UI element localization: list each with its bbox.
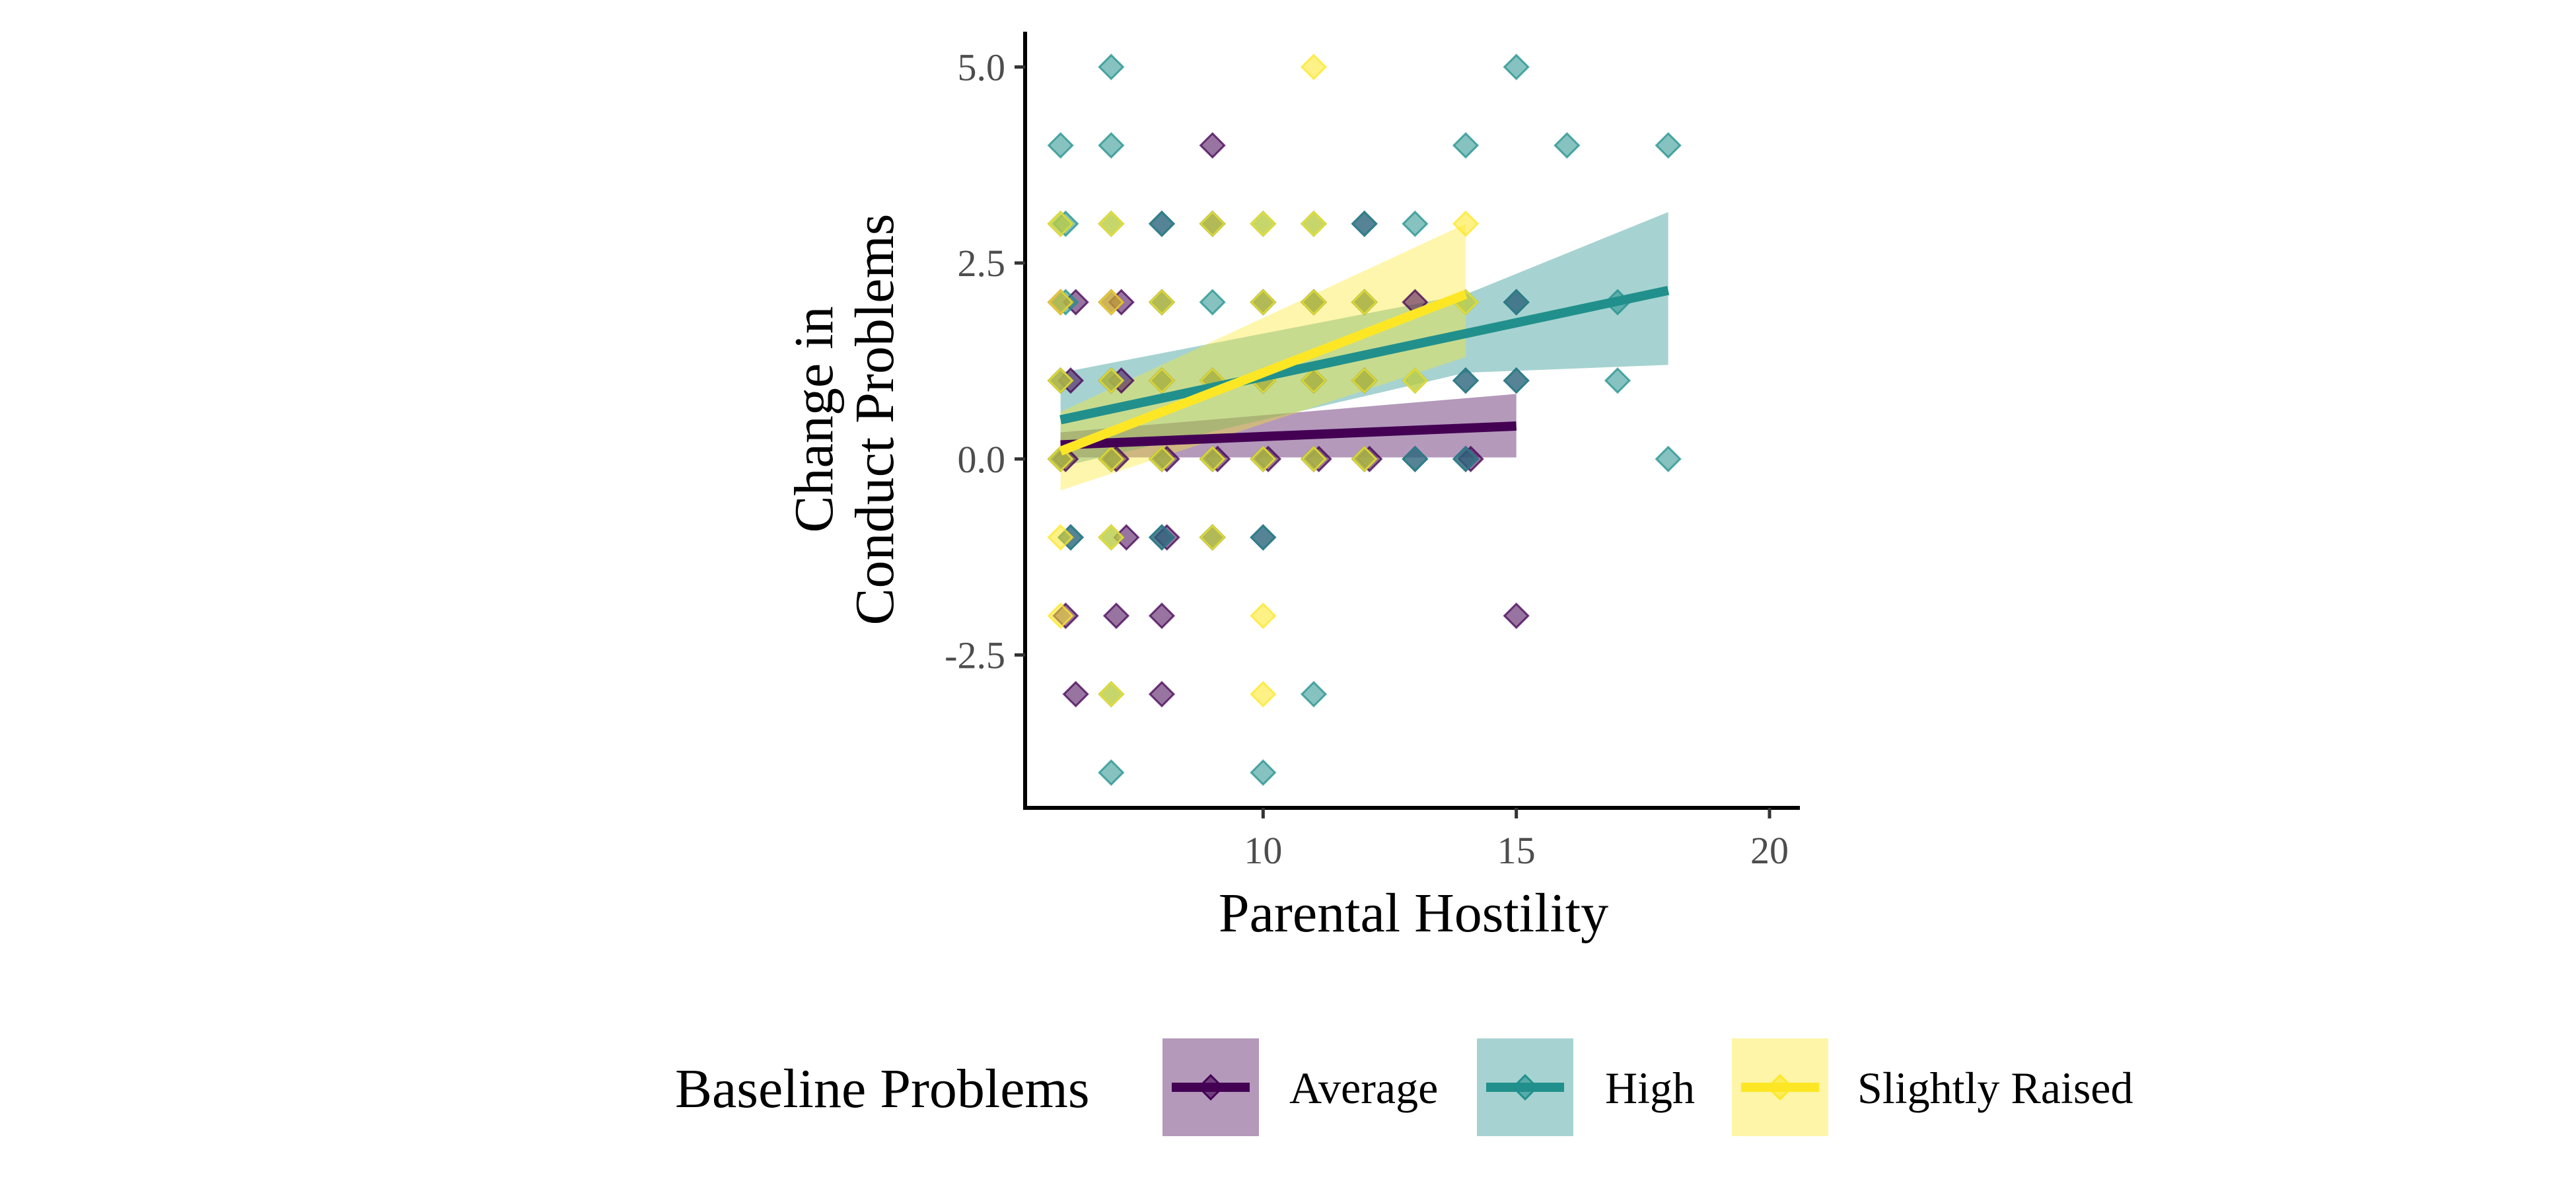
point-slightly-raised-4 [1047, 289, 1074, 316]
point-high-40 [1402, 210, 1429, 237]
y-tick-label-3: 5.0 [958, 46, 1006, 89]
point-slightly-raised-5 [1047, 210, 1074, 237]
point-slightly-raised-21 [1250, 289, 1277, 316]
point-high-54 [1655, 445, 1682, 472]
point-slightly-raised-33 [1402, 367, 1429, 394]
fit-line-slightly-raised [1059, 290, 1468, 456]
point-slightly-raised-11 [1098, 680, 1125, 708]
y-tick-label-2: 2.5 [958, 242, 1006, 285]
legend-item-high: High [1477, 1038, 1695, 1136]
point-high-53 [1655, 131, 1682, 159]
point-high-21 [1199, 289, 1226, 316]
x-tick-label-2: 20 [1750, 829, 1789, 872]
legend: Baseline Problems Average High Slightly Ra… [675, 1038, 2133, 1136]
point-slightly-raised-15 [1199, 445, 1226, 472]
point-average-15 [1102, 602, 1130, 630]
point-slightly-raised-13 [1148, 445, 1176, 472]
point-high-29 [1250, 759, 1277, 786]
point-slightly-raised-8 [1098, 367, 1125, 394]
point-high-18 [1148, 210, 1176, 237]
point-average-53 [1503, 602, 1530, 630]
point-average-25 [1148, 680, 1176, 708]
point-high-8 [1098, 131, 1125, 159]
point-slightly-raised-31 [1351, 367, 1378, 394]
legend-title: Baseline Problems [675, 1058, 1090, 1120]
point-slightly-raised-18 [1199, 210, 1226, 237]
point-high-41 [1402, 445, 1429, 472]
point-high-50 [1554, 131, 1581, 159]
point-high-47 [1503, 54, 1530, 81]
fit-line-average [1060, 421, 1517, 450]
point-average-8 [1062, 680, 1089, 708]
x-axis-title: Parental Hostility [1219, 883, 1608, 944]
point-slightly-raised-17 [1199, 524, 1226, 551]
legend-item-average: Average [1163, 1038, 1438, 1136]
y-axis-title: Change in Conduct Problems [783, 214, 906, 626]
y-axis-title-line-2: Conduct Problems [844, 214, 906, 626]
point-slightly-raised-30 [1351, 289, 1378, 316]
legend-label-average: Average [1289, 1063, 1438, 1113]
point-slightly-raised-19 [1250, 445, 1277, 472]
data-points [1047, 54, 1682, 786]
point-slightly-raised-1 [1047, 602, 1074, 630]
point-average-30 [1199, 131, 1226, 159]
point-high-36 [1351, 210, 1378, 237]
y-tick-label-0: -2.5 [945, 634, 1005, 677]
point-high-19 [1148, 524, 1176, 551]
legend-marker-high [1511, 1073, 1539, 1101]
x-tick-label-0: 10 [1244, 829, 1282, 872]
point-high-14 [1098, 759, 1125, 786]
point-slightly-raised-23 [1250, 602, 1277, 630]
point-slightly-raised-34 [1452, 210, 1480, 237]
point-slightly-raised-10 [1098, 524, 1125, 551]
point-slightly-raised-6 [1098, 210, 1125, 237]
point-high-43 [1452, 131, 1480, 159]
point-slightly-raised-12 [1148, 367, 1176, 394]
legend-label-slightly-raised: Slightly Raised [1857, 1063, 2133, 1113]
point-slightly-raised-24 [1250, 680, 1277, 708]
point-slightly-raised-25 [1300, 54, 1328, 81]
point-slightly-raised-28 [1300, 367, 1328, 394]
point-high-28 [1250, 524, 1277, 551]
y-tick-label-1: 0.0 [958, 438, 1006, 481]
point-slightly-raised-26 [1300, 210, 1328, 237]
point-slightly-raised-9 [1098, 289, 1125, 316]
point-high-49 [1503, 367, 1530, 394]
x-tick-label-1: 15 [1497, 829, 1536, 872]
point-high-34 [1300, 680, 1328, 708]
legend-label-high: High [1605, 1063, 1695, 1113]
point-slightly-raised-3 [1047, 367, 1074, 394]
point-slightly-raised-7 [1098, 445, 1125, 472]
point-slightly-raised-14 [1148, 289, 1176, 316]
y-axis-ticks: -2.5 0.0 2.5 5.0 [945, 46, 1025, 677]
y-axis-title-line-1: Change in [783, 306, 845, 533]
point-high-4 [1047, 131, 1074, 159]
legend-marker-slightly-raised [1766, 1073, 1794, 1101]
point-slightly-raised-29 [1300, 445, 1328, 472]
point-high-7 [1098, 54, 1125, 81]
x-axis-ticks: 10 15 20 [1244, 808, 1789, 872]
band-high [1060, 211, 1668, 467]
legend-item-slightly-raised: Slightly Raised [1732, 1038, 2133, 1136]
point-slightly-raised-27 [1300, 289, 1328, 316]
point-slightly-raised-0 [1047, 524, 1074, 551]
point-high-48 [1503, 289, 1530, 316]
fit-lines [1059, 285, 1670, 456]
point-slightly-raised-32 [1351, 445, 1378, 472]
point-high-52 [1604, 367, 1631, 394]
point-slightly-raised-22 [1250, 210, 1277, 237]
point-average-24 [1148, 602, 1176, 630]
fit-line-high [1059, 285, 1670, 425]
legend-marker-average [1197, 1073, 1225, 1101]
point-high-46 [1452, 445, 1480, 472]
point-high-45 [1452, 367, 1480, 394]
